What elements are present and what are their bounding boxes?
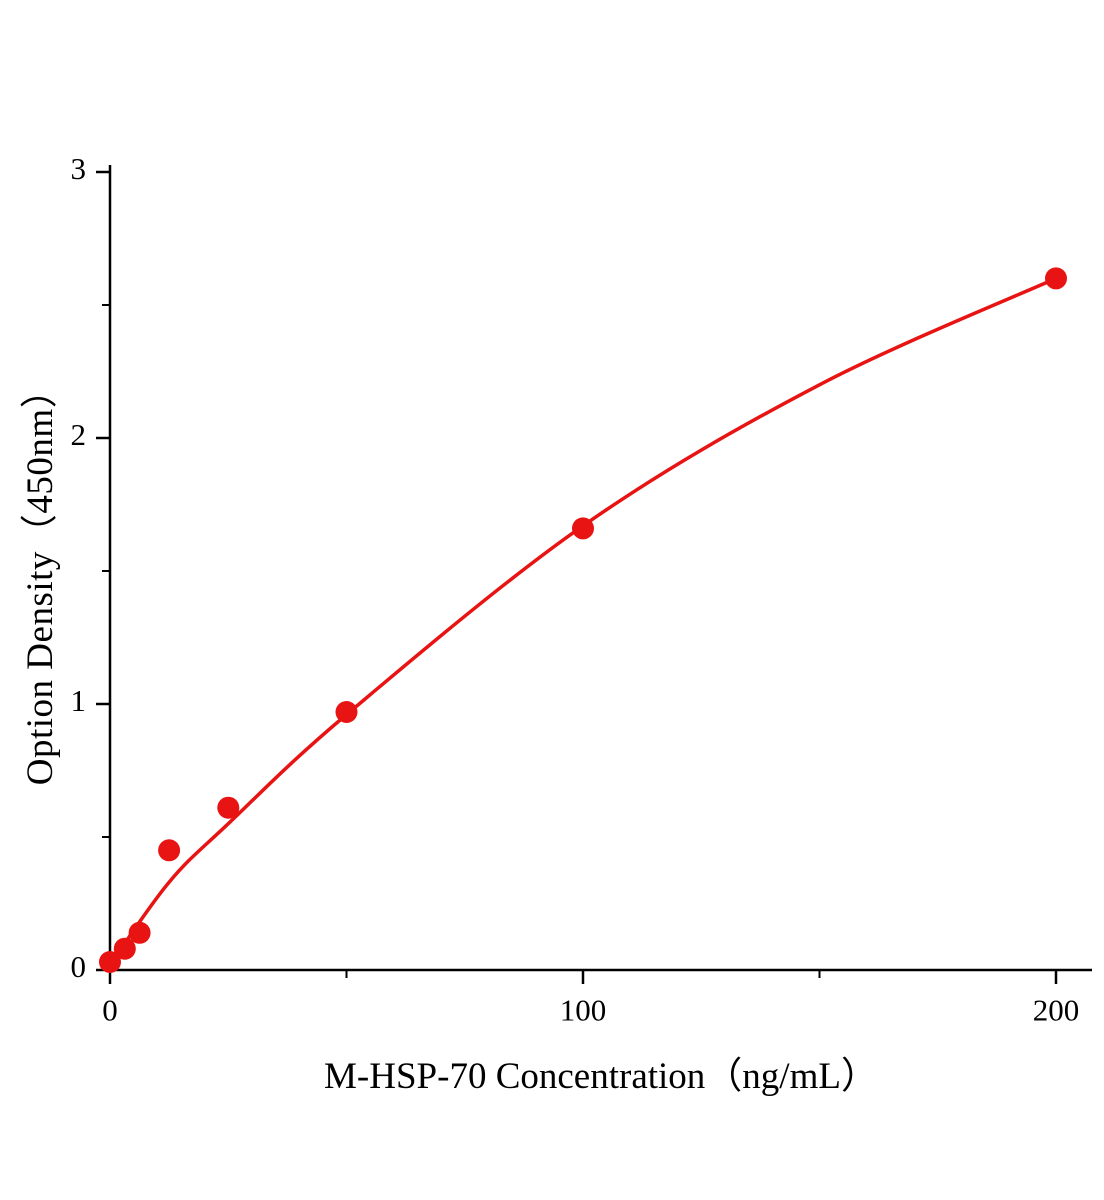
data-point [113,937,136,960]
y-tick-label: 0 [71,949,87,984]
y-tick-label: 1 [71,683,87,718]
data-point [335,701,358,723]
x-axis-title: M-HSP-70 Concentration（ng/mL） [324,1056,878,1097]
y-tick-label: 3 [71,151,87,186]
data-point [572,517,594,540]
data-point [1045,267,1067,290]
fit-curve [108,276,1058,967]
data-point [128,921,151,944]
x-tick-label: 200 [1033,992,1080,1027]
data-point [99,951,121,973]
y-axis-title: Option Density（450nm） [20,370,61,786]
x-tick-label: 100 [560,992,607,1027]
data-point [217,796,240,819]
y-tick-label: 2 [71,417,87,452]
data-point [158,839,181,862]
x-tick-label: 0 [102,992,118,1027]
